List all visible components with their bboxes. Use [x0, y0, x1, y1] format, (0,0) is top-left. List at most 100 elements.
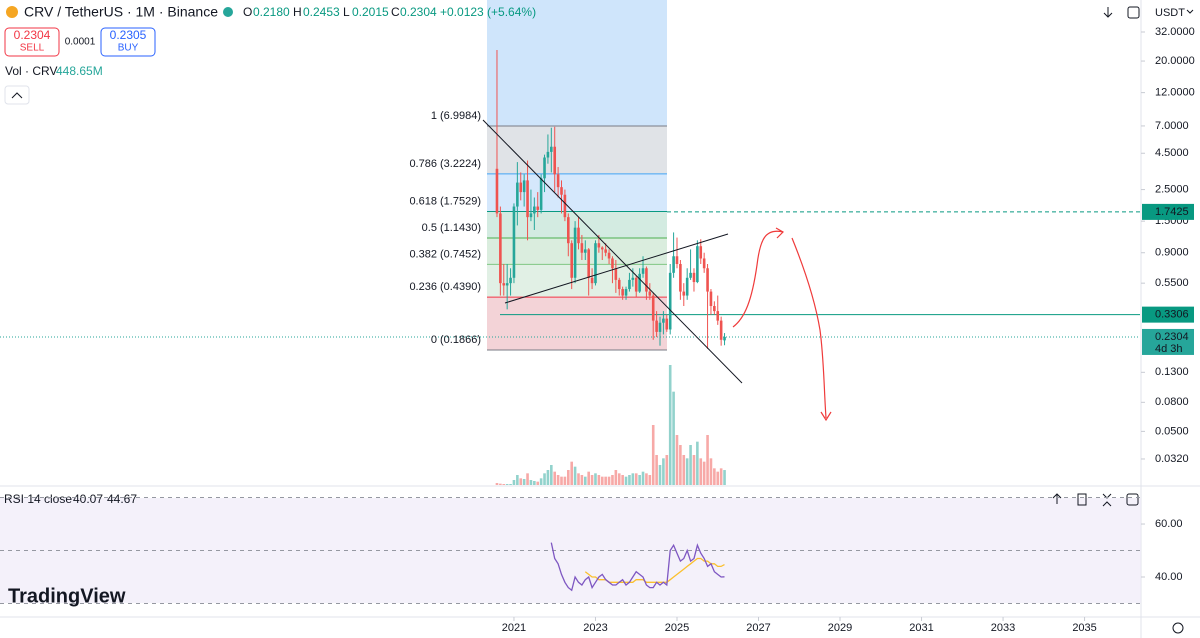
x-tick-label: 2027	[746, 622, 770, 634]
volume-bar	[648, 475, 652, 485]
candle-body	[526, 180, 529, 218]
candle-body	[685, 277, 689, 296]
volume-label: Vol · CRV	[5, 64, 57, 78]
ohlc-label: H	[293, 5, 302, 19]
candle-body	[621, 289, 624, 296]
volume-bar	[662, 458, 665, 485]
collapse-button[interactable]	[4, 85, 30, 105]
rsi-ma-value: 44.67	[107, 492, 137, 506]
rsi-label: RSI 14 close	[4, 492, 72, 506]
volume-bar	[594, 473, 597, 485]
candle-body	[692, 272, 696, 283]
download-icon[interactable]	[1103, 7, 1113, 18]
candle-body	[529, 213, 533, 218]
background-layer	[0, 125, 1140, 351]
y-tick-label: 0.0500	[1155, 425, 1189, 437]
candle-body	[713, 306, 716, 312]
buy-price[interactable]: 0.2305	[110, 28, 147, 42]
candle-body	[587, 249, 590, 278]
ohlc-label: O	[243, 5, 252, 19]
volume-bar	[685, 458, 689, 485]
buy-button[interactable]	[100, 27, 156, 57]
ohlc-label: L	[343, 5, 350, 19]
volume-bar	[628, 475, 631, 485]
candle-body	[499, 213, 502, 284]
candle-body	[716, 311, 720, 321]
candle-body	[634, 277, 638, 292]
volume-bar	[679, 445, 682, 485]
market-status	[223, 7, 233, 17]
candle-body	[696, 246, 699, 283]
trendline	[482, 119, 743, 384]
candle-body	[631, 277, 635, 280]
candle-body	[617, 279, 621, 290]
candle-body	[583, 249, 587, 253]
candle-body	[553, 146, 557, 175]
currency[interactable]: USDT	[1155, 7, 1185, 19]
candle-body	[573, 227, 577, 278]
spread: 0.0001	[65, 37, 96, 48]
volume-bar	[668, 365, 672, 485]
volume-bar	[617, 473, 621, 485]
volume-bar	[512, 480, 516, 485]
fib-zone	[487, 237, 667, 265]
fullscreen-icon[interactable]	[1127, 6, 1140, 19]
candle-body	[556, 174, 560, 188]
x-tick-label: 2031	[909, 622, 933, 634]
volume-bar	[716, 471, 720, 485]
delete-icon[interactable]	[1077, 493, 1087, 506]
y-tick-label: 0.5500	[1155, 277, 1189, 289]
volume-bar	[645, 473, 648, 485]
candle-body	[655, 320, 658, 332]
sell-price[interactable]: 0.2304	[14, 28, 51, 42]
candle-body	[604, 249, 607, 253]
rsi-line	[550, 542, 725, 592]
currency-dropdown[interactable]	[1186, 9, 1194, 14]
x-tick-label: 2035	[1072, 622, 1096, 634]
x-tick-label: 2023	[583, 622, 607, 634]
candle-body	[502, 283, 506, 286]
volume-bar	[723, 470, 726, 485]
candle-body	[522, 180, 526, 193]
candle-body	[543, 157, 546, 179]
x-tick-label: 2021	[502, 622, 526, 634]
buy-label[interactable]: BUY	[118, 43, 139, 54]
candle-body	[723, 336, 726, 341]
volume-bar	[556, 475, 560, 485]
volume-bar	[543, 473, 546, 485]
candle-body	[509, 277, 512, 284]
price-badge	[1142, 328, 1194, 355]
move-up-icon[interactable]	[1052, 493, 1062, 504]
candle-body	[658, 322, 662, 332]
volume-bar	[550, 465, 553, 485]
arrow-head	[775, 227, 784, 239]
candle-body	[560, 187, 563, 195]
volume-bar	[600, 476, 604, 485]
volume-bar	[692, 455, 696, 485]
candle-body	[533, 206, 536, 214]
drawn-arrow	[732, 230, 784, 328]
sell-label[interactable]: SELL	[20, 43, 45, 54]
candle-body	[570, 243, 573, 278]
maximize-pane-icon[interactable]	[1126, 493, 1139, 506]
candle-body	[648, 291, 652, 296]
candle-body	[645, 268, 648, 292]
arrow-head	[820, 411, 832, 422]
settings-icon[interactable]	[1172, 622, 1184, 634]
candle-body	[682, 291, 686, 296]
candle-body	[607, 252, 611, 259]
candle-body	[580, 243, 584, 253]
price-badge-label: 1.7425	[1155, 206, 1189, 218]
y-tick-label: 0.1300	[1155, 366, 1189, 378]
volume-bar	[546, 470, 550, 485]
volume-bar	[516, 475, 519, 485]
fib-label: 0 (0.1866)	[431, 334, 481, 346]
volume-bar	[499, 483, 502, 485]
rsi-value: 40.07	[73, 492, 103, 506]
volume-bar	[553, 471, 557, 485]
sell-button[interactable]	[4, 27, 60, 57]
drawn-arrow	[791, 237, 827, 419]
volume-bar	[590, 475, 594, 485]
y-tick-label: 12.0000	[1155, 87, 1195, 99]
